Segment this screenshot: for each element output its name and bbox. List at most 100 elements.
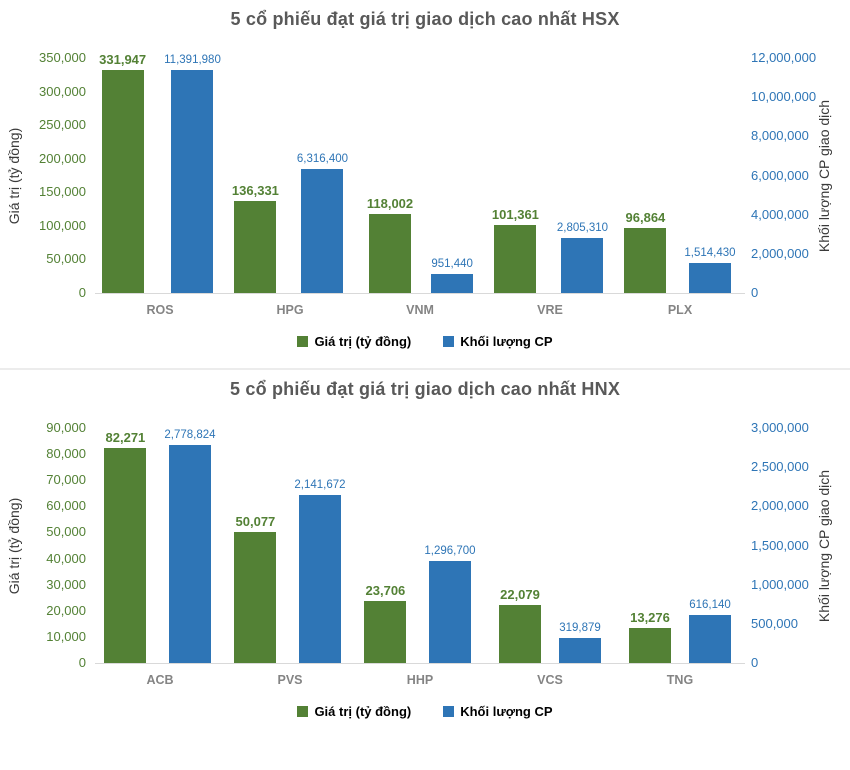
y-axis-left-tick: 0 [78, 655, 86, 670]
value-bar [234, 532, 277, 663]
value-bar-column: 136,331 [232, 184, 279, 293]
y-axis-right-tick: 2,000,000 [751, 245, 809, 261]
bar-group-tng: 13,276 616,140 [615, 428, 745, 663]
volume-bar [559, 638, 601, 663]
legend-item-volume: Khối lượng CP [443, 704, 553, 719]
value-bar [234, 201, 277, 293]
x-axis-category-vre: VRE [537, 303, 563, 317]
hsx-bar-groups: 331,947 11,391,980 136,331 6,316,400 118,002… [95, 53, 745, 293]
volume-data-label: 11,391,980 [164, 54, 221, 66]
volume-bar-column: 11,391,980 [164, 53, 221, 293]
hnx-chart: 5 cổ phiếu đạt giá trị giao dịch cao nhấ… [0, 370, 850, 738]
y-axis-right-tick: 3,000,000 [751, 420, 809, 435]
y-axis-right-tick: 2,000,000 [751, 498, 809, 514]
volume-bar [428, 561, 471, 663]
value-bar-column: 82,271 [104, 431, 147, 663]
x-axis-category-hhp: HHP [406, 673, 434, 687]
y-axis-right-tick: 2,500,000 [751, 459, 809, 475]
volume-bar [168, 445, 211, 663]
bar-group-plx: 96,864 1,514,430 [615, 58, 745, 293]
hsx-chart: 5 cổ phiếu đạt giá trị giao dịch cao nhấ… [0, 0, 850, 368]
hnx-left-axis-ticks: 90,000 80,000 70,000 60,000 50,000 40,000 30,0… [0, 370, 86, 738]
y-axis-right-tick: 4,000,000 [751, 206, 809, 222]
value-bar [369, 214, 411, 293]
hnx-chart-title: 5 cổ phiếu đạt giá trị giao dịch cao nhấ… [229, 379, 621, 399]
value-data-label: 96,864 [625, 210, 666, 225]
y-axis-left-tick: 80,000 [46, 446, 86, 462]
volume-data-label: 2,141,672 [294, 479, 346, 491]
volume-bar [431, 274, 474, 293]
volume-data-label: 6,316,400 [296, 153, 349, 165]
volume-bar [561, 238, 604, 293]
bar-group-vre: 101,361 2,805,310 [485, 58, 615, 293]
volume-bar-column: 2,141,672 [294, 478, 346, 663]
y-axis-right-tick: 500,000 [751, 615, 798, 631]
legend-item-value: Giá trị (tỷ đồng) [297, 704, 411, 719]
value-bar [101, 70, 144, 293]
y-axis-left-tick: 350,000 [39, 50, 86, 65]
y-axis-left-tick: 50,000 [46, 251, 86, 267]
y-axis-right-tick: 6,000,000 [751, 167, 809, 183]
chart-divider [0, 368, 850, 370]
legend-item-volume: Khối lượng CP [443, 334, 553, 349]
legend-label: Khối lượng CP [460, 334, 553, 349]
volume-bar-column: 2,778,824 [164, 428, 216, 663]
y-axis-left-tick: 60,000 [46, 498, 86, 514]
hsx-plot-area: 331,947 11,391,980 136,331 6,316,400 118,002… [95, 53, 745, 294]
bar-group-hhp: 23,706 1,296,700 [355, 428, 485, 663]
legend-label: Khối lượng CP [460, 704, 553, 719]
y-axis-left-tick: 10,000 [46, 628, 86, 644]
volume-bar [688, 263, 731, 293]
legend-swatch-blue [443, 706, 455, 717]
legend-label: Giá trị (tỷ đồng) [314, 704, 412, 719]
volume-bar-column: 319,879 [559, 621, 601, 663]
x-axis-category-ros: ROS [146, 303, 174, 317]
hsx-chart-title: 5 cổ phiếu đạt giá trị giao dịch cao nhấ… [230, 9, 620, 29]
legend-swatch-blue [443, 336, 455, 347]
legend-swatch-green [297, 336, 309, 347]
y-axis-left-tick: 40,000 [46, 550, 86, 566]
value-bar [629, 628, 671, 663]
value-bar-column: 331,947 [99, 53, 146, 293]
volume-bar-column: 2,805,310 [557, 221, 608, 293]
volume-data-label: 616,140 [689, 599, 731, 611]
x-axis-category-hpg: HPG [276, 303, 304, 317]
bar-group-vcs: 22,079 319,879 [485, 428, 615, 663]
hsx-x-axis-categories: ROS HPG VNM VRE PLX [95, 303, 745, 317]
value-bar-column: 22,079 [499, 588, 541, 663]
y-axis-left-tick: 150,000 [39, 184, 86, 200]
value-bar-column: 13,276 [629, 611, 671, 663]
volume-data-label: 2,778,824 [164, 429, 216, 441]
volume-bar-column: 616,140 [689, 598, 731, 663]
value-bar [104, 448, 147, 663]
legend-label: Giá trị (tỷ đồng) [314, 334, 412, 349]
hnx-bar-groups: 82,271 2,778,824 50,077 2,141,672 23,706 1,29… [95, 428, 745, 663]
x-axis-category-vnm: VNM [406, 303, 434, 317]
y-axis-right-tick: 10,000,000 [751, 89, 817, 105]
value-data-label: 50,077 [235, 514, 276, 529]
value-data-label: 101,361 [491, 207, 539, 222]
volume-bar-column: 951,440 [431, 257, 474, 293]
x-axis-category-tng: TNG [666, 673, 694, 687]
y-axis-right-tick: 1,000,000 [751, 576, 809, 592]
value-bar-column: 50,077 [234, 514, 277, 663]
hnx-right-axis-ticks: 3,000,000 2,500,000 2,000,000 1,500,000 1,00… [751, 370, 846, 738]
volume-data-label: 319,879 [559, 622, 601, 634]
y-axis-left-tick: 250,000 [39, 117, 86, 133]
value-bar-column: 23,706 [364, 584, 407, 663]
volume-bar [171, 70, 214, 293]
hnx-x-axis-categories: ACB PVS HHP VCS TNG [95, 673, 745, 687]
legend-swatch-green [297, 706, 309, 717]
hnx-legend: Giá trị (tỷ đồng) Khối lượng CP [0, 704, 850, 719]
bar-group-ros: 331,947 11,391,980 [95, 53, 225, 293]
y-axis-left-tick: 90,000 [46, 420, 86, 435]
y-axis-left-tick: 200,000 [39, 150, 86, 166]
value-data-label: 13,276 [630, 610, 670, 625]
y-axis-left-tick: 0 [78, 285, 86, 300]
volume-bar-column: 6,316,400 [297, 152, 348, 293]
legend-item-value: Giá trị (tỷ đồng) [297, 334, 411, 349]
value-bar-column: 101,361 [492, 208, 539, 293]
value-bar [494, 225, 537, 293]
value-data-label: 22,079 [500, 587, 540, 602]
